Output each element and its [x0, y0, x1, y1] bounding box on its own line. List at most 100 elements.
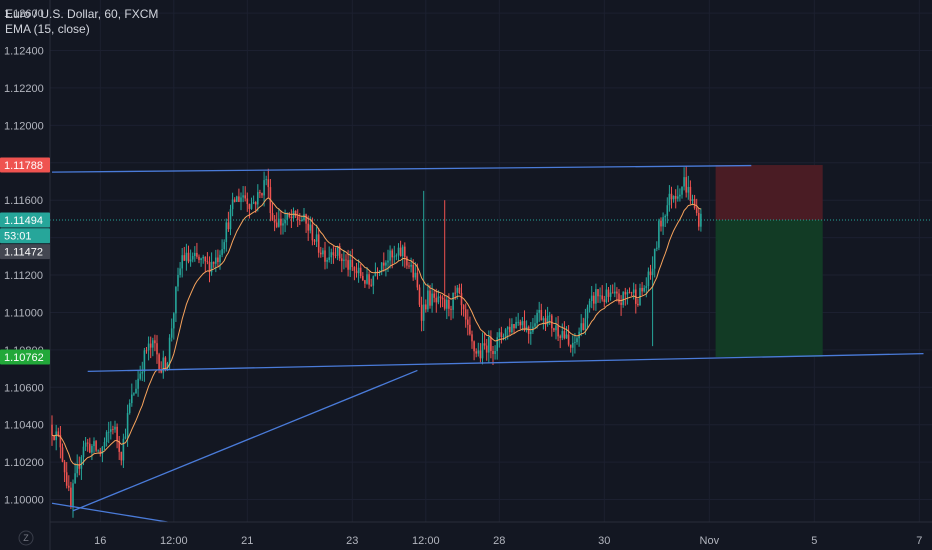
candle-body: [427, 290, 429, 310]
candle-body: [483, 343, 486, 346]
short-position-zone[interactable]: [715, 165, 823, 357]
price-tag-label: 1.11788: [4, 160, 43, 172]
candle-body: [336, 246, 339, 256]
candle-body: [471, 334, 473, 342]
price-tick-label: 1.10400: [4, 420, 44, 432]
candle-body: [158, 354, 160, 370]
candle-body: [452, 292, 454, 310]
candle-body: [345, 259, 347, 261]
candle-body: [401, 246, 404, 257]
candle-body: [229, 209, 232, 230]
candle-body: [548, 315, 551, 317]
candle-body: [595, 289, 597, 304]
candle-body: [353, 266, 356, 271]
candle-body: [412, 264, 414, 278]
candle-body: [263, 180, 265, 196]
candle-body: [231, 199, 234, 210]
candle-body: [118, 441, 120, 452]
time-tick-label: 28: [493, 535, 505, 547]
candle-body: [511, 324, 513, 333]
logo-icon[interactable]: [18, 530, 34, 546]
price-axis[interactable]: 1.126001.124001.122001.120001.118001.116…: [4, 0, 51, 550]
candle-body: [674, 196, 677, 199]
candle-body: [464, 309, 467, 320]
candle-body: [334, 255, 337, 256]
candle-body: [605, 289, 608, 302]
candle-body: [393, 256, 396, 258]
candle-body: [259, 192, 261, 194]
candle-body: [91, 446, 93, 453]
upper-channel-line[interactable]: [51, 164, 752, 173]
candle-body: [240, 197, 242, 202]
price-tick-label: 1.11200: [4, 270, 43, 282]
candle-body: [101, 446, 104, 454]
candle-body: [126, 412, 129, 437]
candle-body: [668, 193, 671, 206]
candle-body: [681, 186, 683, 195]
candle-body: [540, 310, 543, 321]
candle-body: [397, 247, 400, 256]
price-tick-label: 1.12600: [4, 8, 44, 20]
trend-lines[interactable]: [51, 164, 924, 523]
ema-indicator-label: EMA (15, close): [5, 22, 90, 36]
candle-body: [542, 318, 545, 321]
candle-body: [133, 393, 135, 395]
stop-loss-zone[interactable]: [715, 165, 823, 221]
candle-body: [53, 435, 55, 441]
candle-body: [628, 292, 631, 293]
candle-body: [391, 250, 393, 258]
candle-body: [485, 345, 488, 353]
candle-body: [233, 199, 236, 202]
candle-body: [84, 442, 87, 447]
candle-body: [364, 280, 366, 284]
candle-body: [242, 195, 244, 198]
lower-channel-line[interactable]: [87, 352, 924, 373]
candle-body: [383, 262, 385, 266]
candle-body: [458, 287, 461, 294]
candle-body: [267, 179, 270, 188]
candle-body: [666, 205, 669, 217]
candle-body: [168, 337, 171, 364]
candle-body: [275, 222, 278, 227]
candle-body: [212, 261, 215, 264]
candle-body: [448, 299, 450, 309]
candle-body: [691, 199, 694, 201]
candle-body: [76, 464, 78, 474]
candle-body: [332, 252, 335, 256]
logo-icon-letter: Z: [23, 533, 29, 543]
candle-body: [112, 429, 114, 431]
candle-body: [313, 240, 316, 242]
candle-body: [343, 259, 345, 262]
candle-body: [286, 214, 288, 221]
candle-body: [284, 220, 286, 224]
price-tag-label: 1.10762: [4, 352, 44, 364]
candle-body: [303, 214, 305, 221]
candles: [51, 166, 702, 518]
candle-body: [467, 319, 469, 325]
candle-body: [137, 378, 139, 389]
candle-body: [439, 296, 442, 298]
candle-body: [658, 220, 660, 248]
candle-body: [494, 351, 496, 355]
rising-trendline-line[interactable]: [72, 369, 418, 512]
falling-trendline-line[interactable]: [51, 502, 168, 523]
time-axis[interactable]: 16 12:00 21 23 12:00 28 30 Nov 5 7 Z: [18, 521, 932, 547]
candle-body: [330, 252, 333, 258]
candle-body: [177, 274, 179, 287]
candle-body: [299, 220, 301, 222]
candle-body: [141, 371, 144, 374]
candle-body: [357, 267, 360, 274]
take-profit-zone[interactable]: [715, 220, 823, 357]
candle-body: [498, 332, 501, 338]
candle-body: [154, 340, 156, 344]
candle-body: [128, 403, 131, 413]
candle-body: [175, 286, 177, 314]
candle-body: [576, 338, 578, 343]
candle-body: [51, 424, 53, 436]
candle-body: [244, 195, 246, 199]
candle-body: [559, 336, 561, 338]
candle-body: [399, 247, 402, 257]
candle-body: [406, 256, 408, 266]
